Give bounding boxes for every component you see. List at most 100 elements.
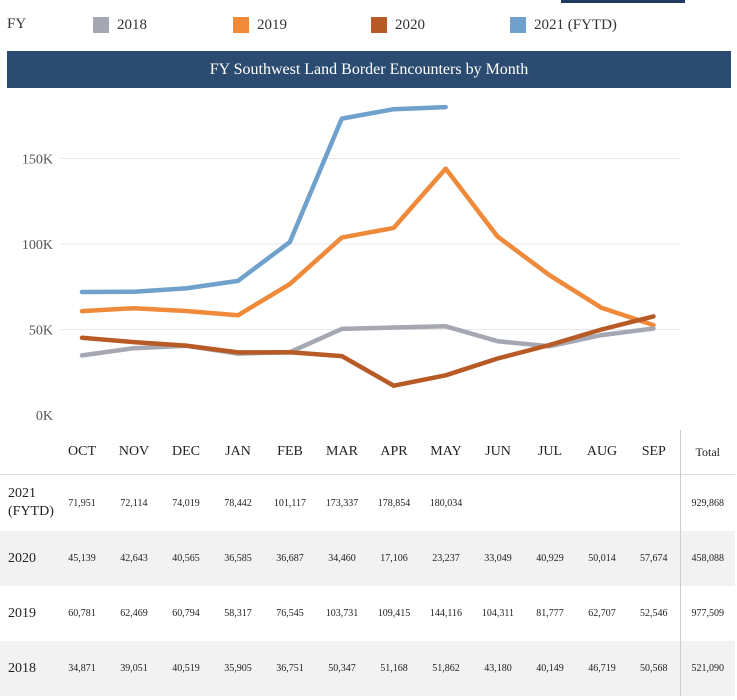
row-total: 929,868 — [679, 474, 735, 531]
chart-title: FY Southwest Land Border Encounters by M… — [7, 51, 731, 88]
header-month: FEB — [277, 444, 303, 459]
table-cell — [472, 474, 524, 531]
table-cell: 51,862 — [420, 641, 472, 696]
legend-swatch-2020 — [371, 17, 387, 33]
table-cell: 57,674 — [628, 531, 680, 586]
table-cell: 71,951 — [56, 474, 108, 531]
table-cell: 51,168 — [368, 641, 420, 696]
table-cell: 40,565 — [160, 531, 212, 586]
legend-text-2020: 2020 — [395, 16, 425, 33]
table-cell: 42,643 — [108, 531, 160, 586]
table-cell: 180,034 — [420, 474, 472, 531]
header-month: MAY — [430, 444, 462, 459]
table-cell: 52,546 — [628, 586, 680, 641]
header-month: MAR — [326, 444, 358, 459]
table-row: 2019 60,781 62,469 60,794 58,317 76,545 103,73… — [0, 586, 735, 641]
table-cell: 45,139 — [56, 531, 108, 586]
row-label: 2018 — [0, 641, 56, 696]
header-corner — [0, 430, 56, 475]
table-cell — [576, 474, 628, 531]
y-tick-label: 100K — [22, 238, 53, 253]
header-month: OCT — [68, 444, 96, 459]
table-cell: 178,854 — [368, 474, 420, 531]
table-cell: 62,707 — [576, 586, 628, 641]
y-tick-label: 50K — [29, 324, 53, 339]
legend-item-2018[interactable]: 2018 — [93, 15, 147, 35]
table-cell: 50,347 — [316, 641, 368, 696]
table-cell: 33,049 — [472, 531, 524, 586]
series-line-2021-fytd[interactable] — [79, 104, 448, 295]
row-total: 521,090 — [679, 641, 735, 696]
table-cell: 50,014 — [576, 531, 628, 586]
table-cell: 43,180 — [472, 641, 524, 696]
table-row: 2021 (FYTD) 71,951 72,114 74,019 78,442 101,1… — [0, 474, 735, 531]
header-month: NOV — [118, 444, 150, 459]
table-cell: 36,585 — [212, 531, 264, 586]
data-table: OCT NOV DEC JAN FEB MAR APR MAY JUN JUL … — [0, 430, 735, 696]
series-line-2020[interactable] — [79, 314, 656, 388]
table-row: 2020 45,139 42,643 40,565 36,585 36,687 34,460… — [0, 531, 735, 586]
table-cell: 46,719 — [576, 641, 628, 696]
table-cell — [524, 474, 576, 531]
top-accent-bar — [561, 0, 685, 3]
header-month: JUL — [537, 444, 563, 459]
legend-swatch-2021 — [510, 17, 526, 33]
header-month: AUG — [586, 444, 618, 459]
legend-item-2021[interactable]: 2021 (FYTD) — [510, 15, 617, 35]
row-total: 458,088 — [679, 531, 735, 586]
table-cell: 60,794 — [160, 586, 212, 641]
table-cell: 104,311 — [472, 586, 524, 641]
legend-item-2020[interactable]: 2020 — [371, 15, 425, 35]
table-cell: 35,905 — [212, 641, 264, 696]
legend-text-2019: 2019 — [257, 16, 287, 33]
legend-swatch-2019 — [233, 17, 249, 33]
table-cell: 34,460 — [316, 531, 368, 586]
header-total: Total — [679, 430, 735, 475]
header-month: JAN — [225, 444, 251, 459]
table-cell — [628, 474, 680, 531]
table-cell: 173,337 — [316, 474, 368, 531]
table-row: 2018 34,871 39,051 40,519 35,905 36,751 50,347… — [0, 641, 735, 696]
header-month: DEC — [172, 444, 200, 459]
table-cell: 58,317 — [212, 586, 264, 641]
chart-legend: FY 2018 2019 2020 2021 (FYTD) — [0, 0, 737, 50]
header-month: JUN — [485, 444, 511, 459]
table-cell: 34,871 — [56, 641, 108, 696]
data-table-section: OCT NOV DEC JAN FEB MAR APR MAY JUN JUL … — [0, 430, 737, 700]
table-cell: 39,051 — [108, 641, 160, 696]
header-month: SEP — [641, 444, 666, 459]
series-line-2019[interactable] — [79, 166, 656, 328]
table-cell: 74,019 — [160, 474, 212, 531]
table-cell: 62,469 — [108, 586, 160, 641]
table-cell: 40,149 — [524, 641, 576, 696]
table-cell: 40,929 — [524, 531, 576, 586]
row-total: 977,509 — [679, 586, 735, 641]
legend-item-2019[interactable]: 2019 — [233, 15, 287, 35]
table-cell: 81,777 — [524, 586, 576, 641]
table-cell: 23,237 — [420, 531, 472, 586]
legend-swatch-2018 — [93, 17, 109, 33]
table-cell: 103,731 — [316, 586, 368, 641]
y-tick-label: 0K — [36, 409, 53, 424]
row-label: 2019 — [0, 586, 56, 641]
header-month: APR — [380, 444, 408, 459]
table-cell: 60,781 — [56, 586, 108, 641]
table-cell: 50,568 — [628, 641, 680, 696]
table-cell: 40,519 — [160, 641, 212, 696]
row-label: 2021 (FYTD) — [0, 474, 56, 531]
table-cell: 72,114 — [108, 474, 160, 531]
table-cell: 36,751 — [264, 641, 316, 696]
table-cell: 109,415 — [368, 586, 420, 641]
table-cell: 36,687 — [264, 531, 316, 586]
table-header-row: OCT NOV DEC JAN FEB MAR APR MAY JUN JUL … — [0, 430, 735, 475]
legend-text-2021: 2021 (FYTD) — [534, 16, 617, 33]
table-cell: 76,545 — [264, 586, 316, 641]
legend-text-2018: 2018 — [117, 16, 147, 33]
legend-fy-label: FY — [7, 16, 27, 32]
table-body: 2021 (FYTD) 71,951 72,114 74,019 78,442 101,1… — [0, 474, 735, 696]
table-cell: 78,442 — [212, 474, 264, 531]
table-cell: 17,106 — [368, 531, 420, 586]
y-tick-label: 150K — [22, 153, 53, 168]
table-cell: 144,116 — [420, 586, 472, 641]
table-cell: 101,117 — [264, 474, 316, 531]
